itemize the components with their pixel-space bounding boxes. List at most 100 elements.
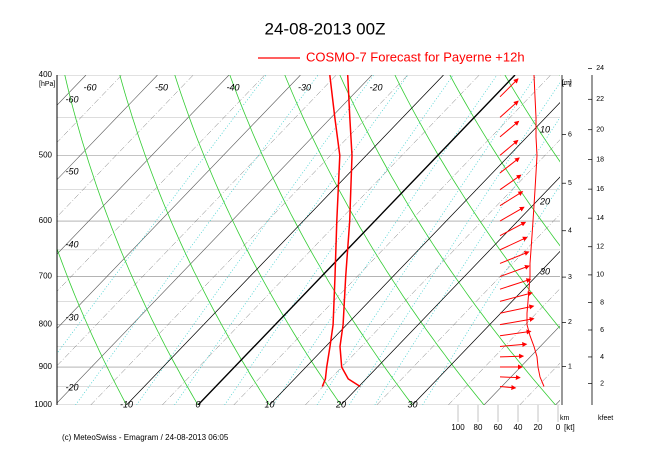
y-tick-label: 700	[39, 272, 53, 281]
adiabat-label: -40	[65, 239, 78, 249]
isotherm-minor	[305, 139, 560, 405]
wind-arrow	[499, 316, 535, 326]
isotherm-label: -20	[369, 82, 382, 92]
grid-line	[197, 75, 516, 405]
isotherm-minor	[233, 75, 551, 405]
chart-title: 24-08-2013 00Z	[265, 19, 386, 38]
isotherm-minor	[57, 75, 265, 292]
wind-arrow	[499, 278, 532, 290]
dry-adiabat	[174, 75, 342, 405]
x-tick-label: 30	[407, 399, 417, 409]
grid-line	[412, 251, 560, 405]
wind-arrow	[499, 120, 520, 138]
kfeet-tick-label: 16	[596, 186, 604, 193]
wind-tick-label: 20	[534, 423, 543, 432]
height-tick-label: 1	[568, 363, 572, 370]
kfeet-tick-label: 2	[600, 380, 604, 387]
mixing-ratio-line	[174, 75, 409, 405]
dry-adiabat	[119, 75, 270, 405]
wind-arrow	[499, 374, 521, 380]
wind-arrow	[499, 265, 530, 278]
mixing-ratio-line	[348, 82, 560, 405]
mixing-ratio-label: 20	[539, 196, 550, 206]
isotherm-label: -60	[83, 82, 96, 92]
dry-adiabat	[449, 75, 560, 247]
wind-arrow	[499, 78, 519, 98]
dry-adiabat	[0, 66, 55, 405]
isotherm	[483, 325, 560, 405]
mixing-ratio-line	[224, 75, 454, 405]
kfeet-tick-label: 22	[596, 96, 604, 103]
isotherm	[57, 75, 158, 181]
adiabat-label: -30	[65, 312, 78, 322]
legend-label: COSMO-7 Forecast for Payerne +12h	[306, 49, 525, 64]
wind-arrow	[499, 329, 532, 337]
y-tick-label: 1000	[34, 400, 52, 409]
dry-adiabat	[57, 247, 127, 405]
dry-adiabat	[64, 75, 199, 405]
height-tick-label: 2	[568, 319, 572, 326]
isotherm-minor	[376, 213, 560, 405]
wind-arrow	[499, 174, 522, 191]
isotherm-minor	[57, 75, 337, 367]
wind-arrow	[499, 139, 519, 156]
wind-arrow	[499, 157, 520, 174]
isotherm	[0, 75, 15, 405]
kfeet-tick-label: 18	[596, 157, 604, 164]
isotherm	[57, 75, 373, 404]
grid-line	[269, 102, 560, 405]
grid-layer	[0, 66, 650, 405]
wind-arrow	[499, 353, 525, 359]
mixing-ratio-label: 10	[540, 124, 550, 134]
isotherm-minor	[162, 75, 480, 405]
mixing-ratio-line	[272, 75, 498, 405]
y-tick-label: 500	[39, 150, 53, 159]
dry-adiabat	[284, 75, 485, 405]
wind-tick-label: 40	[514, 423, 523, 432]
isotherm-minor	[90, 75, 408, 405]
isotherm-label: -40	[226, 82, 239, 92]
height-tick-label: 5	[568, 180, 572, 187]
isotherm-minor	[57, 75, 122, 143]
wind-arrow	[499, 206, 525, 222]
wind-tick-label: 0	[556, 423, 561, 432]
kfeet-tick-label: 10	[596, 272, 604, 279]
dry-adiabat	[229, 75, 413, 405]
y-axis-label: [hPa]	[39, 81, 55, 88]
profile-line	[321, 75, 341, 387]
y-tick-label: 600	[39, 216, 53, 225]
data-layer	[321, 75, 545, 391]
wind-tick-label: 60	[494, 423, 503, 432]
wind-arrow	[499, 385, 517, 391]
kfeet-tick-label: 8	[600, 299, 604, 306]
wind-speed-line	[526, 75, 545, 387]
grid-line	[340, 176, 560, 405]
wind-unit: [kt]	[564, 423, 575, 432]
mixing-ratio-line	[75, 75, 319, 405]
height-tick-label: 7	[568, 81, 572, 88]
kfeet-tick-label: 6	[600, 327, 604, 334]
dry-adiabat	[504, 75, 560, 163]
kfeet-tick-label: 24	[596, 65, 604, 72]
km-label: km	[560, 415, 570, 422]
height-label: [m]	[562, 80, 572, 87]
profile-line	[339, 75, 361, 388]
adiabat-label: -60	[65, 94, 78, 104]
isotherm-minor	[0, 75, 50, 405]
adiabat-label: -50	[65, 166, 78, 176]
height-tick-label: 3	[568, 274, 572, 281]
height-tick-label: 6	[568, 131, 572, 138]
dry-adiabat	[339, 75, 556, 405]
footer: (c) MeteoSwiss - Emagram / 24-08-2013 06…	[62, 433, 229, 442]
kfeet-tick-label: 12	[596, 244, 604, 251]
isotherm-label: -30	[298, 82, 311, 92]
kfeet-label: kfeet	[598, 415, 613, 422]
y-tick-label: 400	[39, 70, 53, 79]
wind-tick-label: 100	[451, 423, 465, 432]
x-tick-label: 20	[335, 399, 346, 409]
kfeet-tick-label: 4	[600, 354, 604, 361]
isotherm	[57, 75, 301, 329]
dry-adiabat	[609, 66, 650, 405]
